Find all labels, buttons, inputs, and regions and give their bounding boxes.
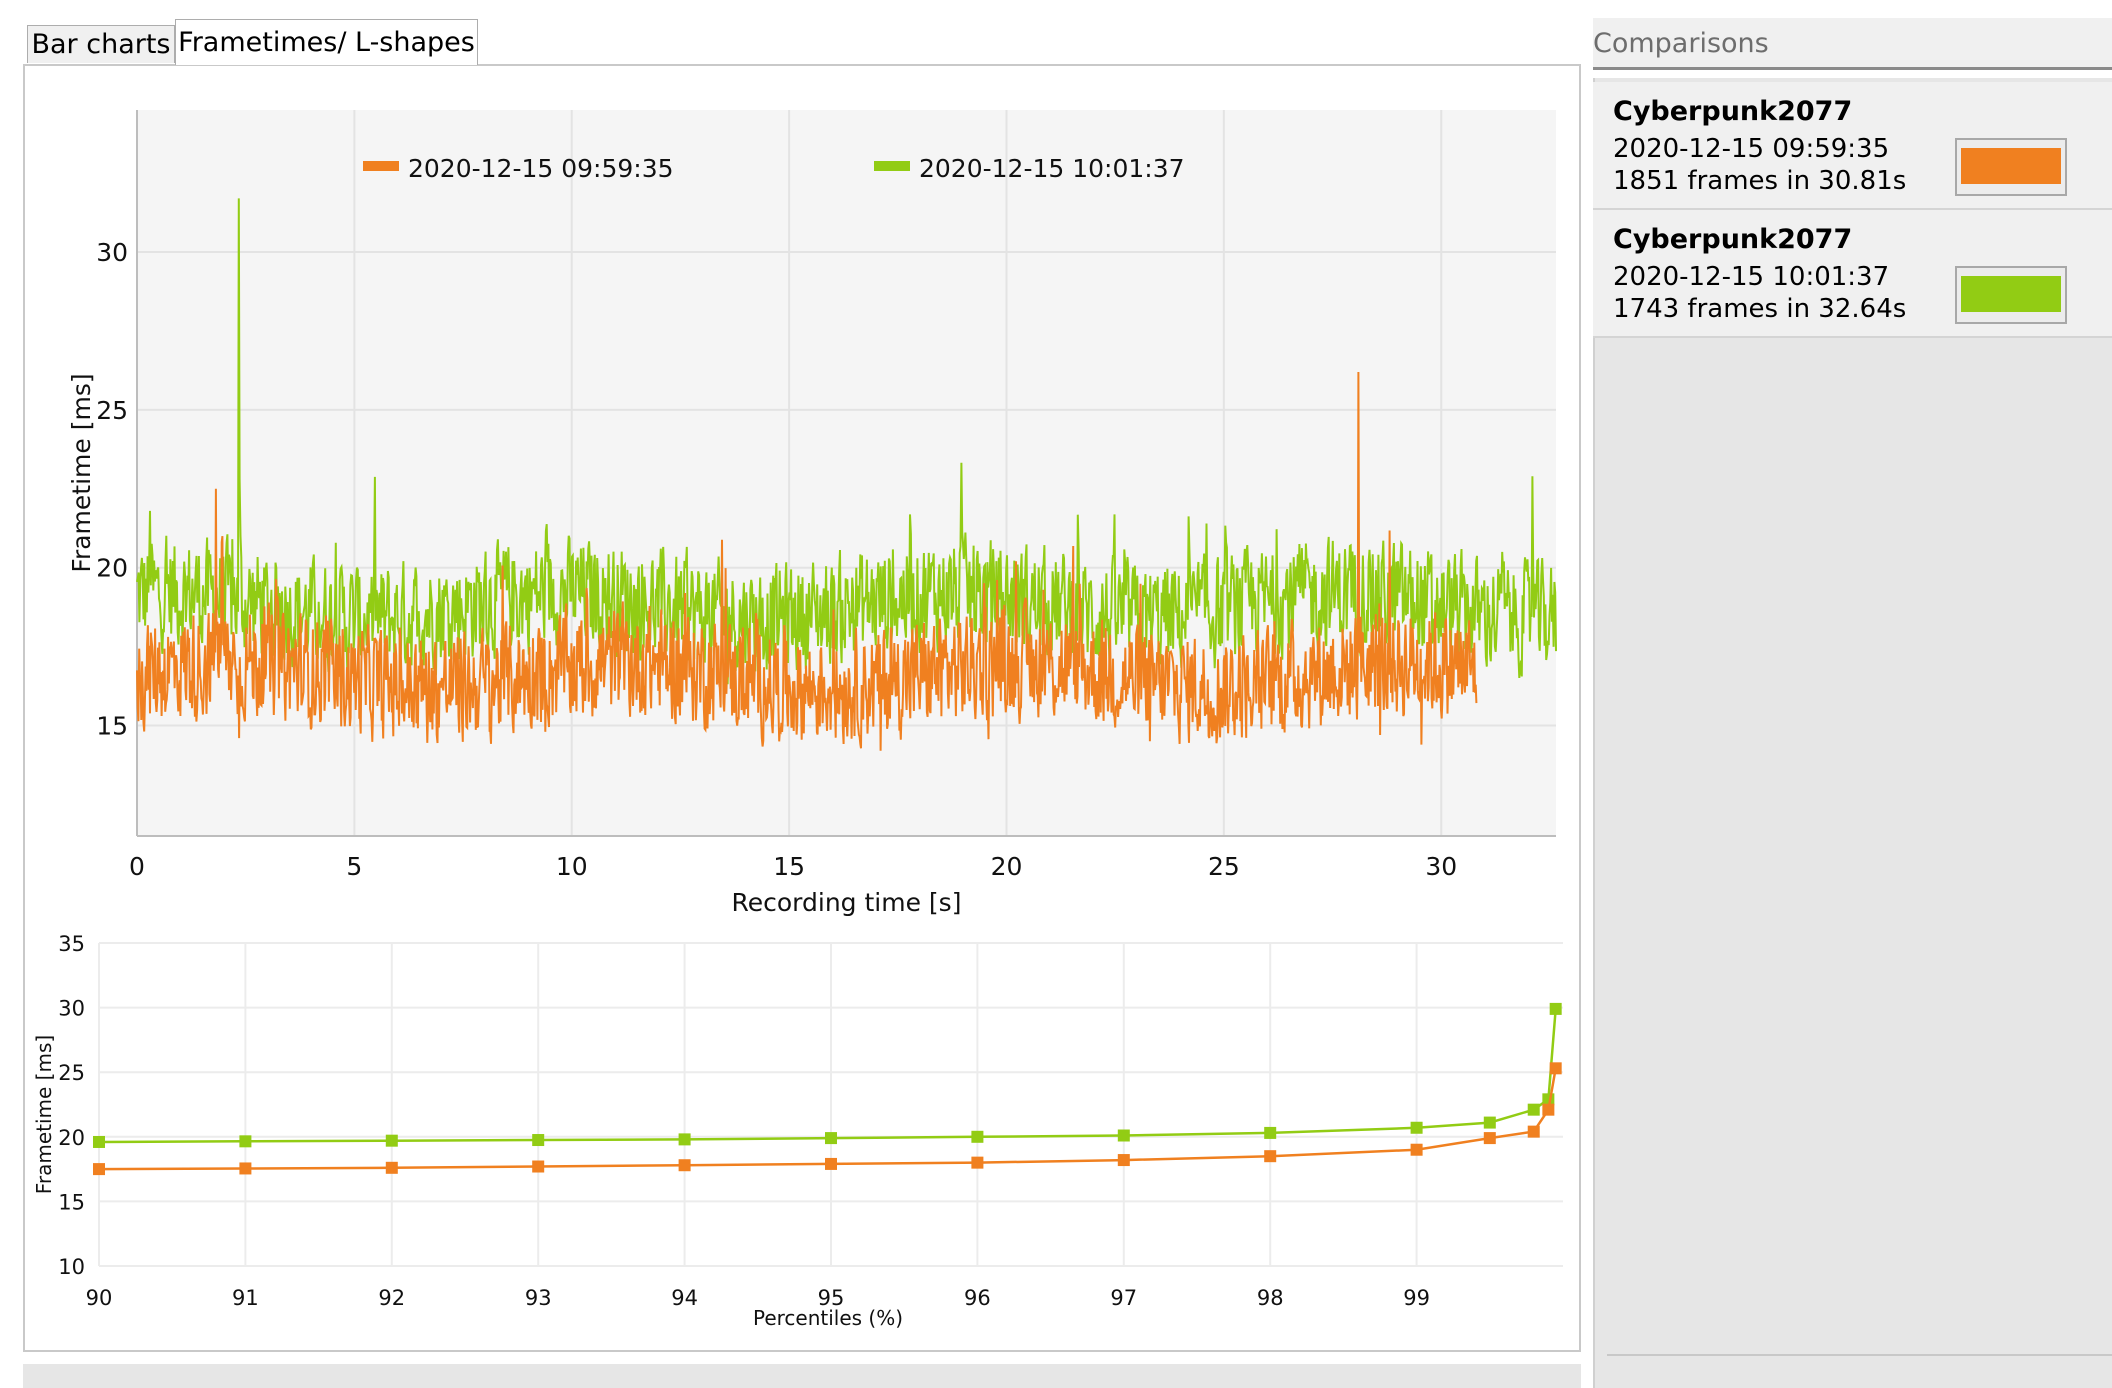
x-axis-label: Percentiles (%) [753,1306,903,1330]
legend-label: 2020-12-15 09:59:35 [408,154,674,183]
data-point [1117,1129,1130,1142]
y-tick-label: 30 [58,997,85,1021]
y-tick-label: 25 [96,396,128,425]
data-point [93,1163,105,1176]
color-swatch [1961,276,2061,312]
x-tick-label: 94 [671,1286,698,1310]
data-point [532,1160,545,1173]
data-point [239,1135,252,1148]
series-line [136,371,1478,751]
data-point [971,1156,984,1169]
series-line [136,198,1557,685]
comparison-item[interactable]: Cyberpunk2077 2020-12-15 09:59:35 1851 f… [1593,82,2112,210]
y-tick-label: 10 [58,1255,85,1279]
x-tick-label: 93 [525,1286,552,1310]
x-axis-label: Recording time [s] [732,888,962,917]
x-tick-label: 98 [1257,1286,1284,1310]
comparison-item[interactable]: Cyberpunk2077 2020-12-15 10:01:37 1743 f… [1593,210,2112,338]
data-point [1549,1002,1562,1015]
x-tick-label: 30 [1425,852,1457,881]
data-point [93,1135,105,1148]
data-point [1410,1121,1423,1134]
data-point [825,1132,837,1145]
percentile-chart: 90 91 92 93 94 95 96 97 98 99 10 15 20 25 30 35 Percenti… [32,932,1563,1330]
data-point [1549,1062,1562,1075]
horizontal-scrollbar-area[interactable] [23,1364,1581,1388]
data-point [1527,1125,1540,1138]
data-point [1410,1143,1423,1156]
y-tick-label: 15 [58,1190,85,1214]
data-point [678,1159,691,1172]
y-tick-label: 15 [96,712,128,741]
data-point [1483,1116,1496,1129]
x-tick-label: 97 [1110,1286,1137,1310]
y-axis-label: Frametime [ms] [67,373,96,572]
y-tick-label: 35 [58,932,85,956]
data-point [385,1134,398,1147]
x-tick-label: 10 [556,852,588,881]
x-tick-label: 5 [346,852,362,881]
comparisons-header: Comparisons [1593,18,2112,70]
data-point [1483,1132,1496,1145]
data-point [825,1157,837,1170]
comparison-date: 2020-12-15 09:59:35 [1613,134,1890,164]
color-picker-button[interactable] [1955,138,2067,196]
frametime-chart: 0 5 10 15 20 25 30 15 20 25 30 Recording time [s] Fr… [67,110,1557,917]
x-tick-label: 92 [378,1286,405,1310]
y-axis-label: Frametime [ms] [32,1035,56,1194]
y-tick-label: 20 [96,554,128,583]
comparison-frames: 1851 frames in 30.81s [1613,166,1907,196]
comparison-game-title: Cyberpunk2077 [1613,224,1853,255]
sidebar-divider [1607,1354,2112,1356]
series-line [98,1068,1557,1171]
x-tick-label: 0 [129,852,145,881]
x-tick-label: 20 [991,852,1023,881]
x-tick-label: 91 [232,1286,259,1310]
data-point [385,1161,398,1174]
tab-bar-charts[interactable]: Bar charts [27,25,175,63]
x-tick-label: 25 [1208,852,1240,881]
x-tick-label: 15 [773,852,805,881]
series-line [98,1008,1557,1144]
y-tick-label: 30 [96,238,128,267]
data-point [1264,1150,1277,1163]
data-point [1117,1154,1130,1167]
comparison-date: 2020-12-15 10:01:37 [1613,262,1890,292]
y-tick-label: 25 [58,1061,85,1085]
data-point [971,1130,984,1143]
data-point [678,1133,691,1146]
data-point [239,1162,252,1175]
legend-swatch [363,161,399,171]
data-point [1264,1126,1277,1139]
x-tick-label: 99 [1403,1286,1430,1310]
y-tick-label: 20 [58,1126,85,1150]
color-picker-button[interactable] [1955,266,2067,324]
comparison-game-title: Cyberpunk2077 [1613,96,1853,127]
comparisons-title: Comparisons [1593,28,1769,59]
legend-swatch [874,161,910,171]
x-tick-label: 95 [818,1286,845,1310]
data-point [532,1134,545,1147]
data-point [1527,1103,1540,1116]
comparison-frames: 1743 frames in 32.64s [1613,294,1907,324]
legend-label: 2020-12-15 10:01:37 [919,154,1185,183]
data-point [1542,1103,1555,1116]
x-tick-label: 96 [964,1286,991,1310]
color-swatch [1961,148,2061,184]
tab-frametimes-l-shapes[interactable]: Frametimes/ L-shapes [175,19,478,65]
x-tick-label: 90 [86,1286,113,1310]
